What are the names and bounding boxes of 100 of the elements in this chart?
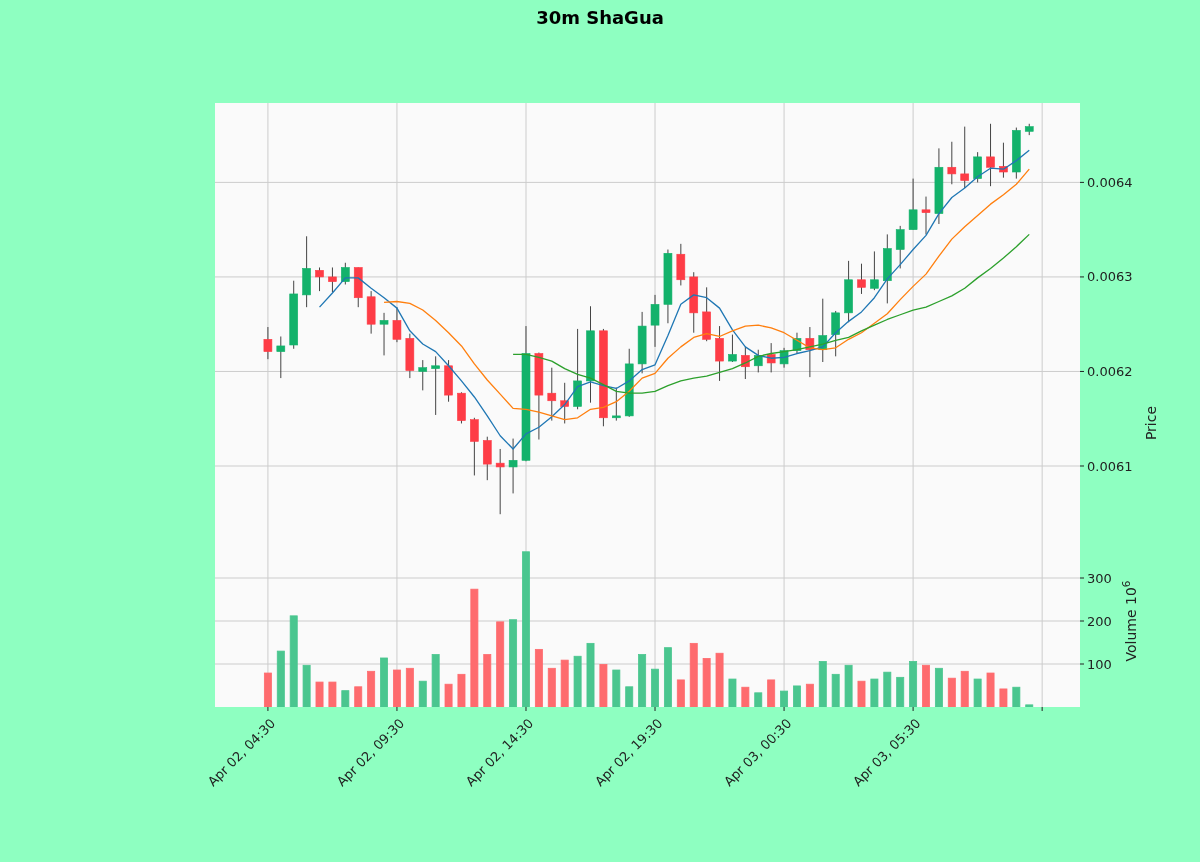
line-series	[383, 168, 1030, 421]
bar	[522, 551, 530, 707]
bar	[354, 686, 363, 707]
bar	[715, 652, 724, 707]
bar	[676, 679, 685, 707]
bar	[883, 671, 892, 707]
bar	[457, 673, 466, 707]
candlestick	[831, 310, 840, 357]
bar	[702, 658, 711, 707]
candlestick	[612, 387, 621, 422]
bar	[663, 647, 672, 707]
bar	[380, 657, 388, 707]
bar	[909, 661, 918, 707]
candlestick	[715, 325, 724, 382]
candlestick	[857, 263, 866, 295]
bar	[483, 654, 492, 707]
candlestick	[973, 151, 982, 183]
bar	[689, 642, 698, 707]
bar	[844, 664, 853, 707]
bar	[922, 664, 930, 707]
candlestick	[508, 438, 518, 494]
bar	[780, 690, 789, 707]
bar	[947, 677, 956, 707]
candlestick	[482, 436, 492, 481]
y-tick-label: 0.0064	[1087, 174, 1133, 190]
y-tick-label: 0.0062	[1087, 364, 1133, 380]
bar	[560, 659, 569, 707]
bar	[547, 667, 556, 707]
bar	[638, 654, 647, 707]
bar	[870, 678, 879, 707]
bar	[534, 648, 543, 707]
bar	[934, 667, 943, 707]
line-series	[512, 233, 1030, 394]
y-tick-label: 200	[1087, 613, 1112, 629]
bar	[999, 688, 1008, 707]
bar	[276, 650, 285, 707]
bar	[973, 678, 982, 707]
candlestick	[470, 417, 479, 476]
bar	[418, 680, 427, 707]
bar	[586, 642, 595, 707]
bar	[767, 679, 776, 707]
bar	[1025, 704, 1034, 707]
bar	[393, 669, 401, 707]
bar	[431, 654, 440, 707]
bar	[599, 664, 608, 707]
y-axis-title: Price	[1143, 405, 1159, 441]
bar	[896, 676, 905, 707]
candlestick	[495, 448, 505, 515]
y-tick-label: 100	[1087, 656, 1112, 672]
bar	[651, 668, 659, 707]
candlestick	[392, 306, 402, 343]
candlestick	[895, 225, 905, 269]
candlestick	[908, 178, 918, 231]
bar	[470, 588, 479, 707]
candlestick	[315, 266, 324, 292]
candlestick	[986, 123, 995, 187]
candlestick	[379, 312, 389, 356]
bar	[341, 690, 350, 707]
y-tick-label: 0.0061	[1087, 458, 1133, 474]
line-series	[318, 149, 1030, 450]
y-tick-label: 0.0063	[1087, 269, 1133, 285]
bar	[444, 683, 453, 707]
candlestick	[547, 367, 557, 422]
bar	[315, 681, 324, 707]
bar	[793, 685, 801, 707]
bar	[612, 669, 621, 707]
bar	[263, 672, 272, 707]
candlestick	[741, 346, 750, 380]
candlestick	[263, 326, 273, 360]
candlestick	[947, 141, 957, 185]
bar	[754, 692, 763, 707]
bar	[496, 621, 505, 707]
bar	[741, 686, 750, 707]
bar	[302, 664, 311, 707]
bar	[328, 681, 337, 707]
bar	[818, 661, 827, 707]
bar	[805, 683, 814, 707]
candlestick	[328, 266, 337, 293]
candlestick	[650, 294, 660, 348]
bar	[509, 619, 518, 707]
candlestick	[921, 196, 931, 235]
bar	[831, 673, 840, 707]
candlestick	[418, 359, 428, 391]
candlestick	[728, 334, 737, 363]
y-tick-label: 300	[1087, 570, 1112, 586]
bar	[986, 672, 995, 707]
bar	[1012, 686, 1021, 707]
bar	[857, 680, 866, 707]
bar	[625, 686, 634, 707]
bar	[405, 667, 414, 707]
candlestick	[870, 250, 879, 291]
bar	[573, 655, 582, 707]
bar	[960, 670, 969, 707]
candlestick	[960, 126, 970, 189]
candlestick	[431, 355, 440, 416]
candlestick	[276, 335, 286, 379]
bar	[728, 678, 737, 707]
bar	[289, 615, 298, 707]
chart-title: 30m ShaGua	[536, 7, 664, 28]
bar	[367, 670, 376, 707]
